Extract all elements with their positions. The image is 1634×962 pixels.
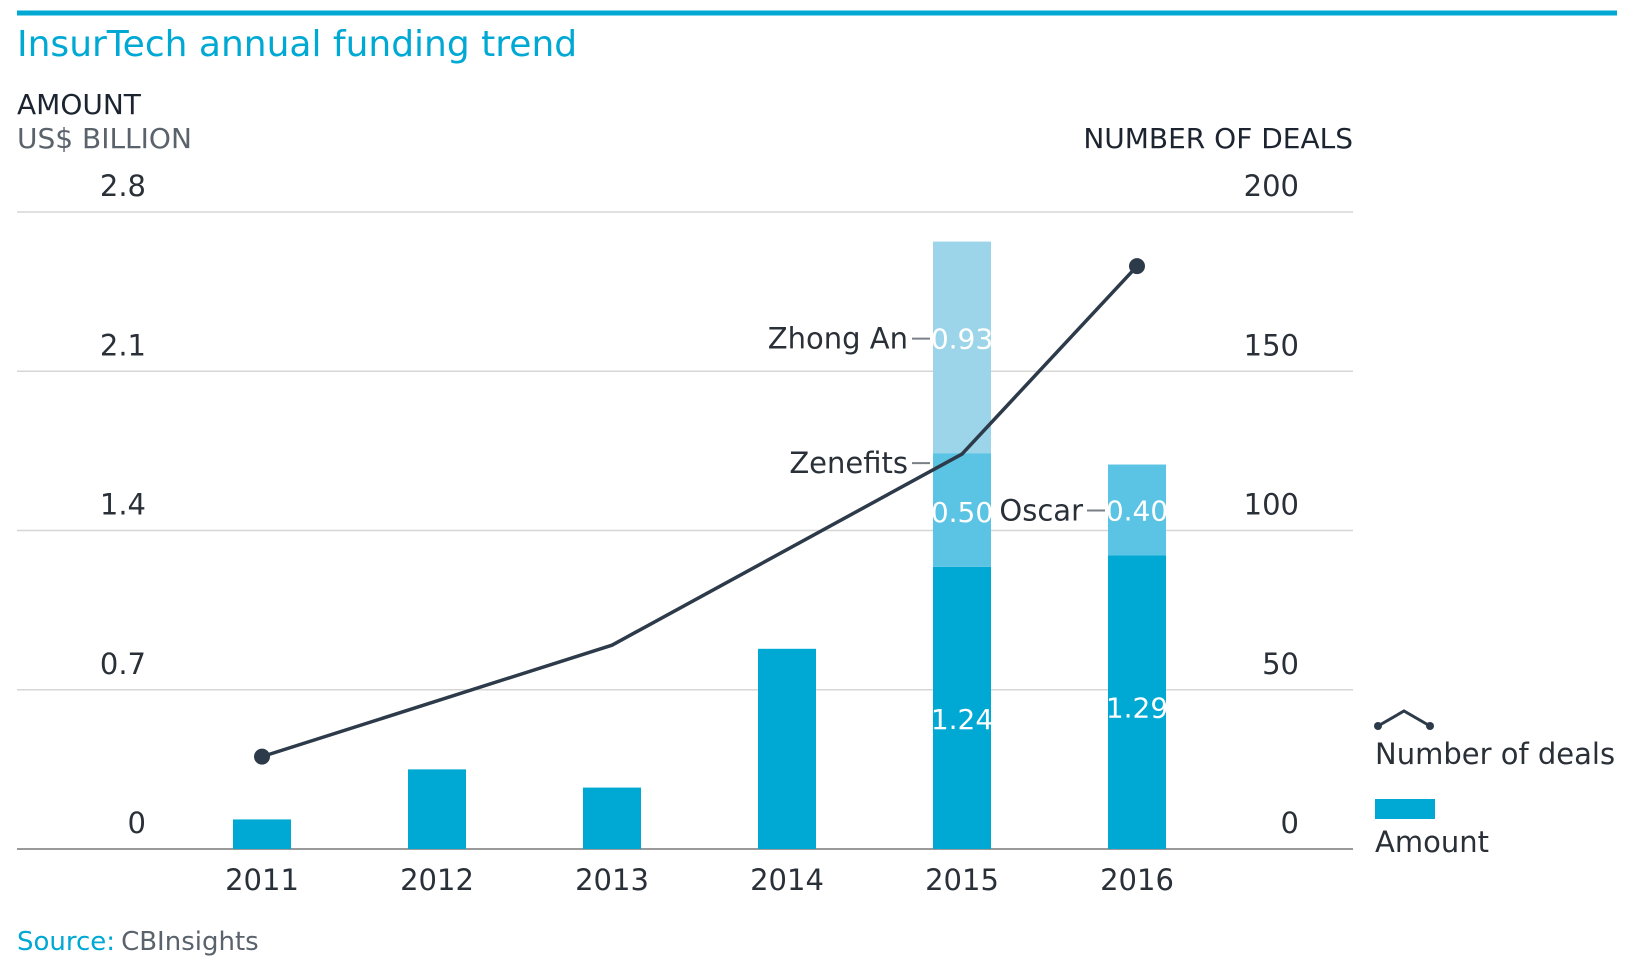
bar-value-label: 0.93	[931, 323, 993, 356]
right-tick-label: 0	[1281, 806, 1299, 840]
bar-2016-segment-1	[1108, 464, 1166, 556]
legend-line-icon	[1377, 709, 1431, 728]
right-axis-label: NUMBER OF DEALS	[1083, 122, 1353, 155]
left-tick-label: 2.8	[100, 169, 146, 203]
left-axis-unit: US$ BILLION	[17, 122, 192, 155]
left-axis-label: AMOUNT	[17, 88, 142, 121]
deals-point-2016	[1129, 258, 1145, 275]
bar-2014-segment-0	[758, 648, 816, 849]
source-key: Source:	[17, 927, 115, 957]
bar-value-label: 0.40	[1106, 495, 1168, 528]
bars: 1.24 0.50 Zenefits 0.93 Zhong An 1.29 0.40 Osca…	[233, 241, 1168, 849]
x-axis-ticks: 2011 2012 2013 2014 2015 2016	[225, 863, 1174, 897]
annotation-oscar: Oscar	[999, 494, 1083, 528]
bar-2015-segment-2	[933, 241, 991, 454]
legend-deals-label: Number of deals	[1375, 737, 1615, 771]
left-tick-label: 1.4	[100, 488, 146, 522]
source-note: Source: CBInsights	[17, 927, 259, 957]
source-value: CBInsights	[121, 927, 259, 957]
legend: Number of deals Amount	[1374, 709, 1615, 859]
legend-line-dot-left	[1374, 722, 1382, 730]
legend-line-dot-right	[1426, 722, 1434, 730]
legend-amount-label: Amount	[1375, 825, 1489, 859]
x-tick-label: 2013	[575, 863, 649, 897]
left-tick-label: 0	[128, 806, 146, 840]
left-axis-ticks: 0 0.7 1.4 2.1 2.8	[100, 169, 146, 840]
bar-2012-segment-0	[408, 769, 466, 849]
annotation-zenefits: Zenefits	[789, 446, 908, 480]
legend-amount-swatch	[1375, 799, 1435, 819]
x-tick-label: 2016	[1100, 863, 1174, 897]
bar-2013-segment-0	[583, 787, 641, 849]
bar-value-label: 1.24	[931, 703, 993, 736]
left-tick-label: 0.7	[100, 647, 146, 681]
x-tick-label: 2012	[400, 863, 474, 897]
right-tick-label: 50	[1262, 647, 1299, 681]
right-tick-label: 150	[1244, 328, 1299, 362]
bar-2015-segment-1	[933, 453, 991, 567]
bar-2015-segment-0	[933, 566, 991, 849]
bar-value-label: 0.50	[931, 496, 993, 529]
chart-title: InsurTech annual funding trend	[17, 24, 577, 65]
right-tick-label: 200	[1244, 169, 1299, 203]
x-tick-label: 2015	[925, 863, 999, 897]
deals-line-series	[254, 258, 1145, 765]
x-tick-label: 2014	[750, 863, 824, 897]
bar-2016-segment-0	[1108, 555, 1166, 849]
bar-2011-segment-0	[233, 819, 291, 849]
deals-point-2011	[254, 748, 270, 765]
right-tick-label: 100	[1244, 488, 1299, 522]
left-tick-label: 2.1	[100, 328, 146, 362]
bar-value-label: 1.29	[1106, 692, 1168, 725]
annotation-zhong-an: Zhong An	[768, 322, 908, 356]
x-tick-label: 2011	[225, 863, 299, 897]
right-axis-ticks: 0 50 100 150 200	[1244, 169, 1299, 840]
deals-line	[261, 264, 1139, 759]
